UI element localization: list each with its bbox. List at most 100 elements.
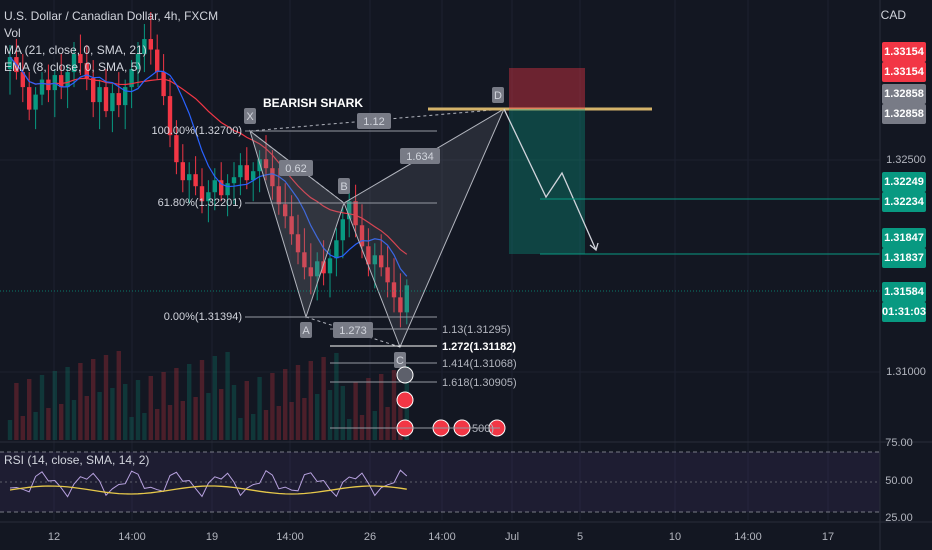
volume-bar (135, 380, 141, 440)
volume-bar (116, 351, 121, 440)
volume-bar (257, 377, 262, 440)
volume-bar (295, 365, 301, 440)
candle-body (244, 165, 249, 181)
price-tag: 1.32858 (882, 84, 926, 104)
volume-bar (46, 408, 51, 440)
volume-bar (103, 355, 109, 440)
candle-body (276, 186, 281, 205)
ema-label[interactable]: EMA (8, close, 0, SMA, 5) (4, 60, 142, 74)
candle-body (366, 246, 371, 265)
rsi-tick: 50.00 (885, 475, 913, 487)
volume-bar (193, 397, 198, 440)
volume-bar (391, 370, 397, 440)
point-d-label: D (494, 90, 502, 102)
candle-body (148, 39, 153, 50)
candle-body (385, 267, 390, 283)
ratio-label: 1.273 (339, 325, 367, 337)
point-box (492, 87, 504, 103)
harmonic-drawing[interactable]: 100.00%(1.32700) 61.80%(1.32201) 0.00%(1.3… (0, 68, 880, 437)
volume-label[interactable]: Vol (4, 26, 21, 40)
fib-label: 61.80%(1.32201) (158, 197, 242, 209)
candle-body (379, 255, 384, 268)
pattern-triangle-bcd (343, 107, 506, 349)
volume-bar (199, 360, 205, 440)
point-box (394, 352, 406, 368)
moving-averages (9, 56, 408, 277)
price-tick: 1.31000 (886, 366, 926, 378)
volume-bar (110, 388, 115, 440)
volume-bar (302, 398, 307, 440)
volume-bar (206, 393, 211, 440)
candle-body (20, 72, 25, 88)
volume-bar (180, 401, 185, 440)
volume-bar (84, 396, 89, 440)
extension-label: 1.414(1.31068) (442, 358, 517, 370)
candle-body (199, 186, 205, 202)
candle-body (65, 72, 70, 88)
candle-body (167, 96, 173, 136)
symbol-label[interactable]: U.S. Dollar / Canadian Dollar, 4h, FXCM (4, 9, 219, 23)
point-box (300, 322, 312, 338)
time-tick: 10 (669, 531, 681, 543)
candle-body (347, 201, 352, 220)
rsi-tick: 75.00 (885, 437, 913, 449)
candle-body (289, 216, 294, 235)
time-tick: Jul (505, 531, 519, 543)
volume-bar (27, 379, 32, 440)
volume-bar (366, 378, 371, 440)
candle-body (187, 174, 192, 181)
volume-bar (129, 417, 134, 440)
point-box (244, 108, 256, 124)
candle-body (398, 297, 403, 313)
volume-bar (123, 384, 128, 440)
candle-body (27, 87, 32, 110)
projection-arrow (589, 242, 599, 252)
candle-body (315, 261, 320, 277)
candle-body (110, 93, 115, 112)
candle-body (231, 177, 237, 184)
ma-label[interactable]: MA (21, close, 0, SMA, 21) (4, 43, 147, 57)
time-tick: 5 (577, 531, 583, 543)
candle-body (103, 87, 109, 112)
volume-bar (372, 411, 377, 440)
candle-body (225, 183, 230, 196)
price-tag: 1.32249 (882, 172, 926, 192)
volume-bar (7, 420, 13, 440)
volume-bar (270, 373, 275, 440)
volume-bar (97, 392, 102, 440)
candle-body (359, 225, 365, 247)
pattern-title: BEARISH SHARK (263, 96, 363, 110)
volume-bar (315, 394, 320, 440)
price-tag: 1.31847 (882, 228, 926, 248)
candle-body (161, 72, 166, 97)
ratio-label: 0.62 (285, 163, 306, 175)
ratio-box (279, 160, 313, 176)
volume-bar (39, 375, 45, 440)
price-tag: 1.33154 (882, 62, 926, 82)
legend: U.S. Dollar / Canadian Dollar, 4h, FXCM … (4, 8, 218, 76)
ema-line (9, 56, 408, 277)
volume-bar (33, 412, 38, 440)
ratio-label: 1.634 (406, 151, 434, 163)
volume-bar (155, 409, 160, 440)
volume-bar (148, 376, 153, 440)
volume-bar (225, 352, 230, 440)
candle-body (263, 159, 269, 169)
price-tag: 1.33154 (882, 42, 926, 62)
profit-zone (509, 109, 585, 254)
candle-body (71, 54, 77, 73)
xb-line (249, 130, 345, 204)
ratio-box (400, 148, 440, 164)
volume-bar (385, 407, 390, 440)
price-tick: 1.32500 (886, 154, 926, 166)
candle-body (142, 39, 147, 55)
price-tag: 1.32858 (882, 104, 926, 124)
event-partial-label: 500) (472, 423, 494, 435)
rsi-legend[interactable]: RSI (14, close, SMA, 14, 2) (4, 453, 150, 467)
event-flag-icon (396, 391, 414, 409)
rsi-ma-line (9, 485, 407, 495)
volume-bar (78, 363, 83, 440)
point-c-label: C (396, 355, 404, 367)
